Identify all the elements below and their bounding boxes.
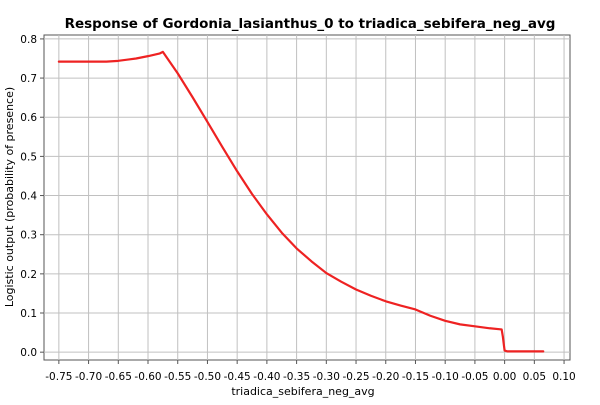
x-tick-label: -0.60 bbox=[134, 371, 161, 383]
x-tick-label: -0.20 bbox=[372, 371, 399, 383]
x-tick-label: 0.05 bbox=[523, 371, 546, 383]
y-axis-ticks: 0.0 0.1 0.2 0.3 0.4 0.5 0.6 0.7 0.8 bbox=[20, 34, 44, 359]
x-tick-label: -0.15 bbox=[402, 371, 429, 383]
y-tick-label: 0.8 bbox=[20, 34, 37, 46]
x-tick-label: -0.25 bbox=[342, 371, 369, 383]
plot-area bbox=[43, 34, 571, 361]
y-axis-label: Logistic output (probability of presence… bbox=[3, 87, 16, 307]
x-tick-label: -0.05 bbox=[461, 371, 488, 383]
x-tick-label: -0.65 bbox=[105, 371, 132, 383]
y-tick-label: 0.3 bbox=[20, 230, 37, 242]
y-tick-label: 0.0 bbox=[20, 347, 37, 359]
y-tick-label: 0.6 bbox=[20, 112, 37, 124]
x-tick-label: -0.45 bbox=[224, 371, 251, 383]
series-layer bbox=[57, 50, 545, 353]
y-tick-label: 0.1 bbox=[20, 308, 37, 320]
x-axis-ticks: -0.75 -0.70 -0.65 -0.60 -0.55 -0.50 -0.45 -0.40… bbox=[45, 360, 576, 383]
x-tick-label: 0.10 bbox=[552, 371, 575, 383]
y-tick-label: 0.5 bbox=[20, 151, 37, 163]
x-axis-label: triadica_sebifera_neg_avg bbox=[231, 385, 374, 398]
x-tick-label: -0.40 bbox=[253, 371, 280, 383]
x-tick-label: -0.70 bbox=[75, 371, 102, 383]
x-tick-label: 0.00 bbox=[493, 371, 516, 383]
x-tick-label: -0.30 bbox=[313, 371, 340, 383]
response-curve bbox=[57, 50, 545, 353]
x-tick-label: -0.75 bbox=[45, 371, 72, 383]
x-tick-label: -0.10 bbox=[432, 371, 459, 383]
y-tick-label: 0.4 bbox=[20, 191, 37, 203]
x-gridlines bbox=[58, 35, 565, 360]
y-tick-label: 0.2 bbox=[20, 269, 37, 281]
y-gridlines bbox=[44, 38, 570, 353]
y-tick-label: 0.7 bbox=[20, 73, 37, 85]
x-tick-label: -0.50 bbox=[194, 371, 221, 383]
chart-title: Response of Gordonia_lasianthus_0 to tri… bbox=[65, 16, 556, 32]
x-tick-label: -0.35 bbox=[283, 371, 310, 383]
x-tick-label: -0.55 bbox=[164, 371, 191, 383]
